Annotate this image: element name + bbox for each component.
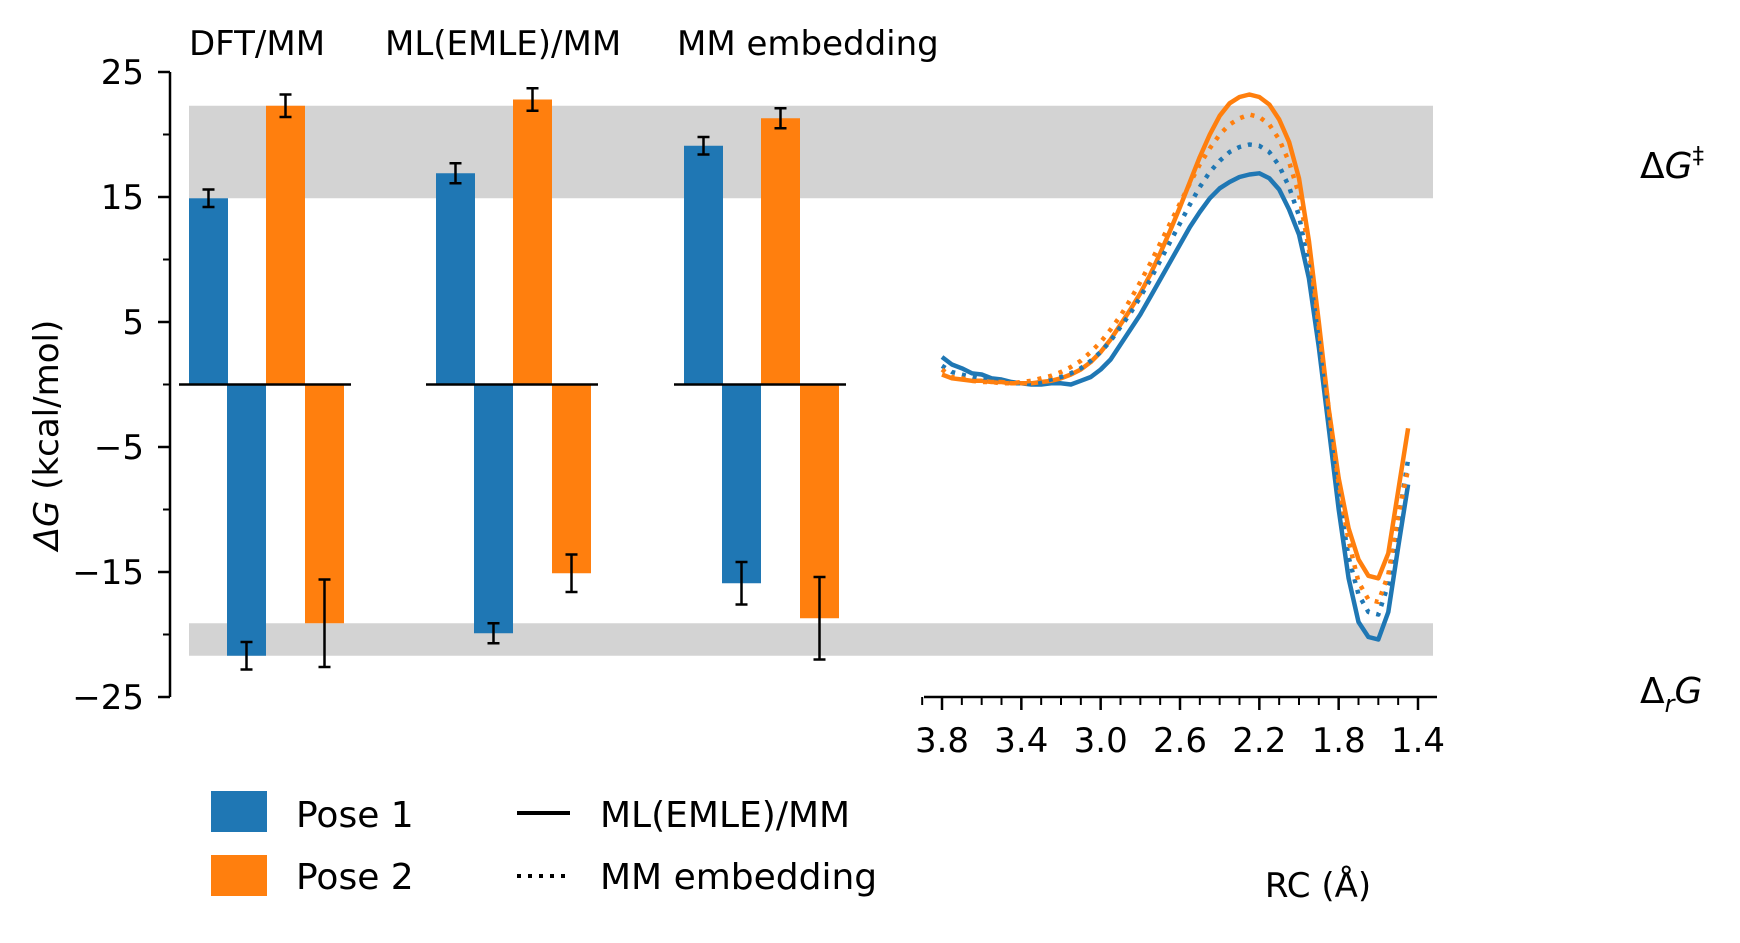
highlight-band-1 (189, 105, 1433, 199)
y-tick-label: −25 (72, 678, 144, 718)
y-tick-label: 15 (101, 178, 144, 218)
x-tick-label: 1.8 (1312, 721, 1366, 761)
group-title: DFT/MM (189, 24, 325, 64)
bar-chart-axis: ΔG (kcal/mol) 25 15 5 −5 −15 −25 (27, 53, 172, 718)
x-tick-label: 2.2 (1232, 721, 1286, 761)
legend-label-mm-embedding: MM embedding (600, 857, 877, 898)
bar-pose-1-barrier (436, 173, 475, 385)
group-title: MM embedding (677, 24, 939, 64)
y-tick-label: −5 (94, 428, 144, 468)
legend-swatch-pose-1 (211, 791, 267, 832)
bar-pose-1-reaction (722, 384, 761, 584)
bar-pose-2-barrier (761, 118, 800, 385)
x-tick-label: 1.4 (1391, 721, 1445, 761)
y-tick-label: 25 (101, 53, 144, 93)
bar-pose-1-barrier (684, 145, 723, 385)
group-title: ML(EMLE)/MM (385, 24, 621, 64)
reaction-band-label: ΔrG (1640, 671, 1702, 718)
line-chart-axis: RC (Å) 3.8 3.4 3.0 2.6 2.2 1.8 1.4 (915, 695, 1445, 906)
legend-swatch-pose-2 (211, 855, 267, 896)
series-line-1 (940, 171, 1411, 642)
bar-pose-1-barrier (189, 198, 228, 385)
x-tick-label: 3.8 (915, 721, 969, 761)
y-tick-label: 5 (122, 303, 144, 343)
barrier-band-label: ΔG‡ (1640, 143, 1704, 187)
bar-pose-2-reaction (552, 384, 591, 574)
bar-chart (179, 87, 846, 671)
legend: Pose 1 Pose 2 ML(EMLE)/MM MM embedding (211, 791, 877, 898)
bar-pose-2-barrier (266, 105, 305, 385)
x-axis-label: RC (Å) (1265, 865, 1371, 906)
y-tick-label: −15 (72, 553, 144, 593)
highlight-bands (189, 105, 1433, 656)
x-tick-label: 3.0 (1074, 721, 1128, 761)
series-line-4 (940, 112, 1411, 605)
highlight-band-2 (189, 623, 1433, 656)
legend-label-ml-emle: ML(EMLE)/MM (600, 795, 850, 836)
group-titles: DFT/MM ML(EMLE)/MM MM embedding (189, 24, 939, 64)
legend-label-pose-1: Pose 1 (296, 795, 414, 836)
line-chart (940, 92, 1411, 642)
bar-pose-1-reaction (474, 384, 513, 634)
bar-pose-2-barrier (513, 99, 552, 385)
x-tick-label: 3.4 (994, 721, 1048, 761)
x-tick-label: 2.6 (1153, 721, 1207, 761)
y-axis-label: ΔG (kcal/mol) (27, 320, 67, 553)
bar-pose-1-reaction (227, 384, 266, 656)
legend-label-pose-2: Pose 2 (296, 857, 414, 898)
